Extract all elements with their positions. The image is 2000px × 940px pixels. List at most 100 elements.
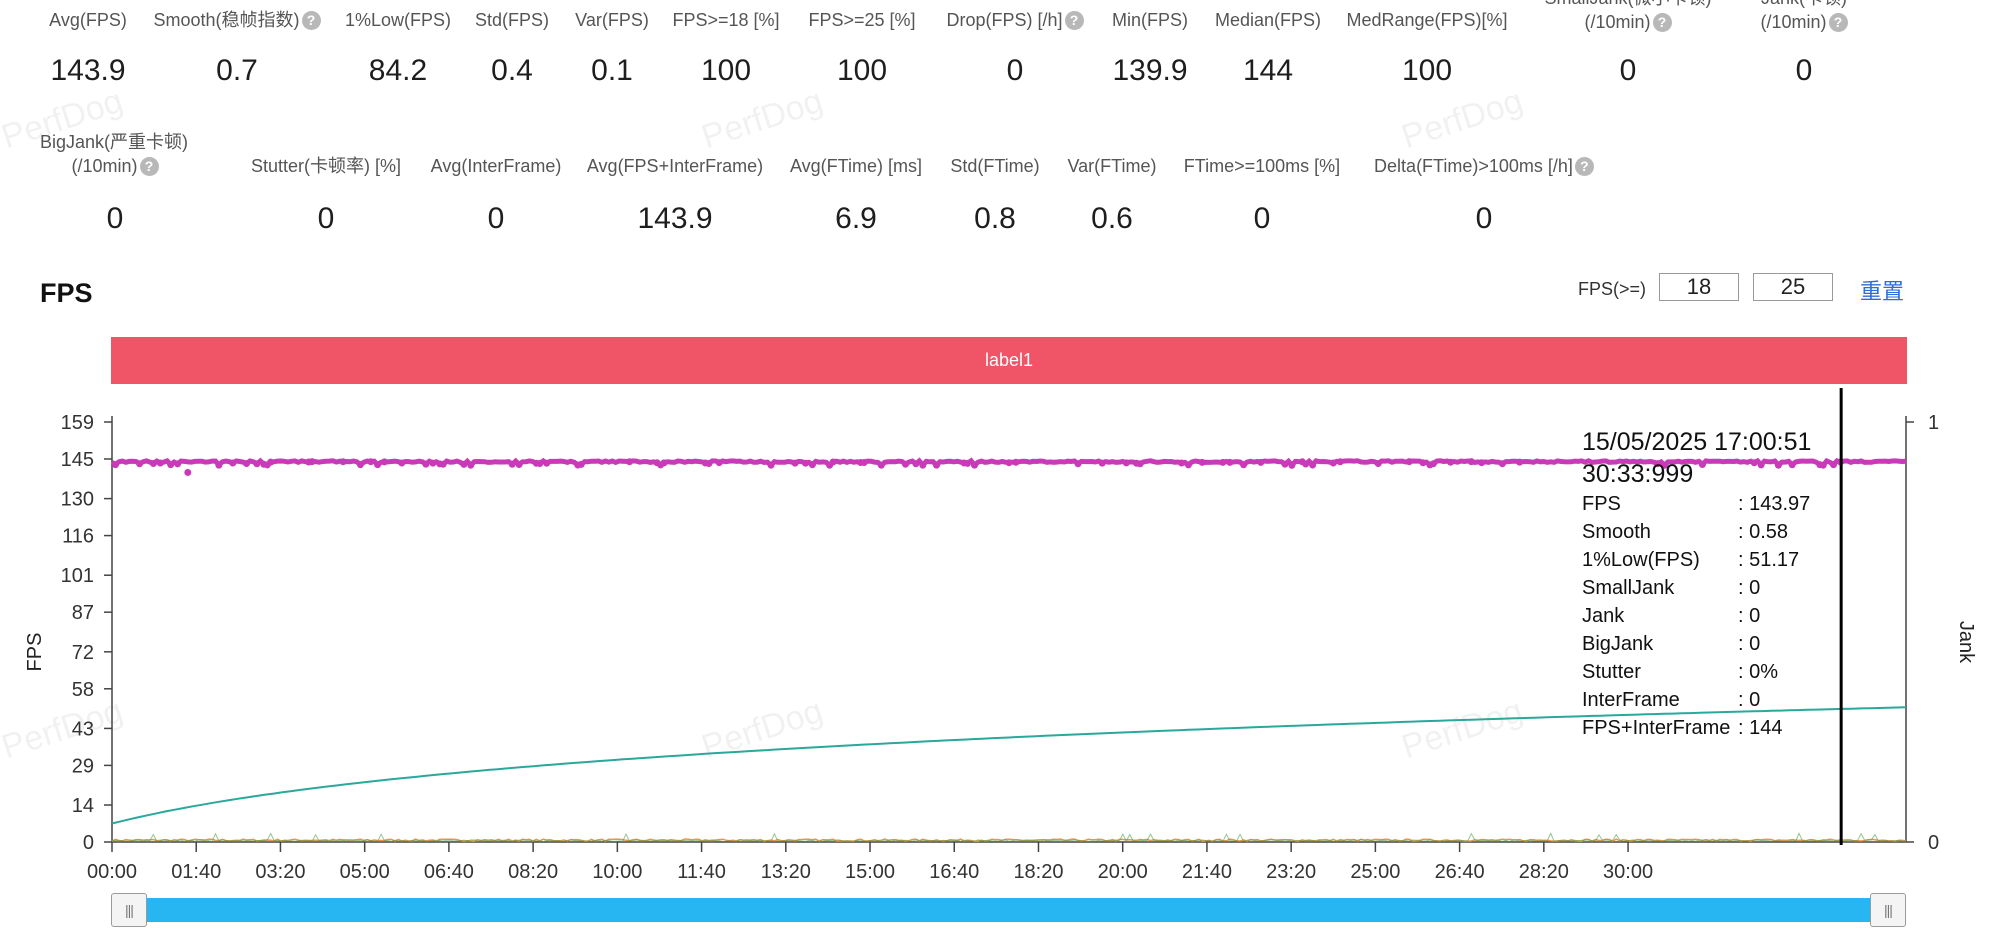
reset-button[interactable]: 重置: [1860, 279, 1905, 304]
tooltip-key: Smooth: [1582, 521, 1651, 543]
y-tick-label: 58: [72, 679, 94, 701]
help-icon[interactable]: ?: [1828, 13, 1848, 32]
metric-medrange-fps: MedRange(FPS)[%] 100: [1340, 8, 1514, 87]
threshold-label: FPS(>=): [1578, 279, 1647, 299]
metric-label-unit: (/10min)?: [1516, 10, 1740, 34]
tooltip-value: : 0%: [1738, 661, 1779, 683]
tooltip-date: 15/05/2025 17:00:51: [1582, 428, 1812, 456]
x-tick-label: 15:00: [845, 861, 895, 883]
chart-axes: 0 14 29 43 58 72 87 101 116 130 145 159 FPS 0 1 Jank 00:…: [24, 412, 1977, 883]
metric-smooth: Smooth(稳帧指数)? 0.7: [142, 8, 332, 87]
smooth-series-line: [111, 706, 1907, 825]
tooltip-row: 1%Low(FPS): 51.17: [1582, 546, 1811, 574]
help-icon[interactable]: ?: [1652, 13, 1672, 32]
x-tick-label: 16:40: [929, 861, 979, 883]
metric-label: BigJank(严重卡顿): [40, 132, 189, 152]
range-slider-handle-right[interactable]: |||: [1870, 893, 1906, 927]
fps-point: [1750, 459, 1758, 467]
fps-point: [367, 458, 375, 466]
help-icon[interactable]: ?: [1064, 11, 1084, 30]
metric-min-fps: Min(FPS) 139.9: [1100, 8, 1200, 87]
metric-label: Var(FPS): [575, 10, 649, 30]
tooltip-value: : 144: [1738, 717, 1783, 739]
y-tick-label: 0: [83, 832, 94, 854]
y-tick-label: 43: [72, 718, 94, 740]
metric-label: 1%Low(FPS): [344, 10, 452, 30]
metric-label: Std(FTime): [950, 156, 1040, 176]
fps-point: [1429, 460, 1437, 468]
metric-value: 0.7: [216, 54, 258, 87]
fps-point: [1005, 459, 1013, 467]
fps-min-point: [184, 468, 192, 476]
fps-point: [1774, 461, 1782, 469]
tooltip-key: BigJank: [1582, 633, 1654, 655]
fps-point: [429, 459, 437, 467]
fps-point: [356, 461, 364, 469]
help-icon[interactable]: ?: [1574, 157, 1594, 176]
fps-threshold-input-2[interactable]: [1753, 273, 1833, 301]
fps-point: [1184, 461, 1192, 469]
tooltip-value: : 0: [1738, 689, 1761, 711]
metric-value: 0.8: [974, 202, 1016, 235]
metric-value: 0: [1253, 202, 1271, 235]
metric-label: Stutter(卡顿率) [%]: [250, 156, 402, 176]
range-slider-handle-left[interactable]: |||: [111, 893, 147, 927]
metric-value: 0: [1006, 54, 1024, 87]
fps-point: [243, 460, 250, 467]
fps-point: [1830, 461, 1837, 469]
metric-label: SmallJank(微小卡顿): [1516, 0, 1740, 10]
metric-label: Min(FPS): [1112, 10, 1188, 30]
chart-series: [110, 457, 1907, 843]
fps-point: [964, 459, 972, 467]
metric-ftime-ge-100: FTime>=100ms [%] 0: [1176, 154, 1348, 235]
metric-drop-fps: Drop(FPS) [/h]? 0: [940, 8, 1090, 87]
fps-threshold-input-1[interactable]: [1659, 273, 1739, 301]
y-tick-label: 72: [72, 642, 94, 664]
fps-point: [381, 458, 388, 466]
metric-jank: Jank(卡顿) (/10min)? 0: [1744, 0, 1864, 87]
fps-point: [1012, 458, 1020, 466]
fps-point: [791, 459, 799, 467]
tooltip-row: Stutter: 0%: [1582, 658, 1811, 686]
fps-point: [1257, 458, 1265, 466]
tooltip-time: 30:33:999: [1582, 460, 1694, 488]
fps-point: [912, 460, 920, 468]
metric-value: 0: [487, 202, 505, 235]
fps-point: [829, 458, 837, 466]
fps-point: [1178, 459, 1185, 467]
fps-point: [1309, 461, 1317, 469]
metric-label: Avg(InterFrame): [430, 156, 562, 176]
metric-value: 0.1: [591, 54, 633, 87]
fps-point: [1288, 461, 1296, 469]
tooltip-row: BigJank: 0: [1582, 630, 1811, 658]
fps-point: [174, 460, 182, 468]
metric-avg-fps-interframe: Avg(FPS+InterFrame) 143.9: [582, 154, 768, 235]
metric-label: Drop(FPS) [/h]?: [940, 8, 1090, 32]
metric-value: 144: [1242, 54, 1294, 87]
x-tick-label: 03:20: [255, 861, 305, 883]
tooltip-key: SmallJank: [1582, 577, 1675, 599]
fps-point: [229, 459, 237, 467]
chart-title: FPS: [40, 278, 93, 308]
fps-point: [1498, 460, 1506, 468]
metric-label: Jank(卡顿): [1744, 0, 1864, 10]
metric-label: Delta(FTime)>100ms [/h]?: [1362, 154, 1606, 178]
fps-point: [660, 459, 668, 467]
label-bar[interactable]: label1: [111, 337, 1907, 384]
metric-value: 0: [1475, 202, 1493, 235]
metric-value: 84.2: [368, 54, 428, 87]
help-icon[interactable]: ?: [139, 157, 159, 176]
metric-var-fps: Var(FPS) 0.1: [564, 8, 660, 87]
fps-point: [971, 461, 978, 469]
metric-median-fps: Median(FPS) 144: [1210, 8, 1326, 87]
metric-std-ftime: Std(FTime) 0.8: [944, 154, 1046, 235]
help-icon[interactable]: ?: [301, 11, 321, 30]
fps-point: [439, 460, 447, 468]
fps-point: [1281, 460, 1289, 468]
fps-point: [149, 460, 157, 467]
fps-point: [1198, 458, 1206, 466]
range-slider-track[interactable]: [113, 898, 1903, 922]
fps-point: [515, 461, 523, 468]
fps-point: [112, 461, 119, 469]
